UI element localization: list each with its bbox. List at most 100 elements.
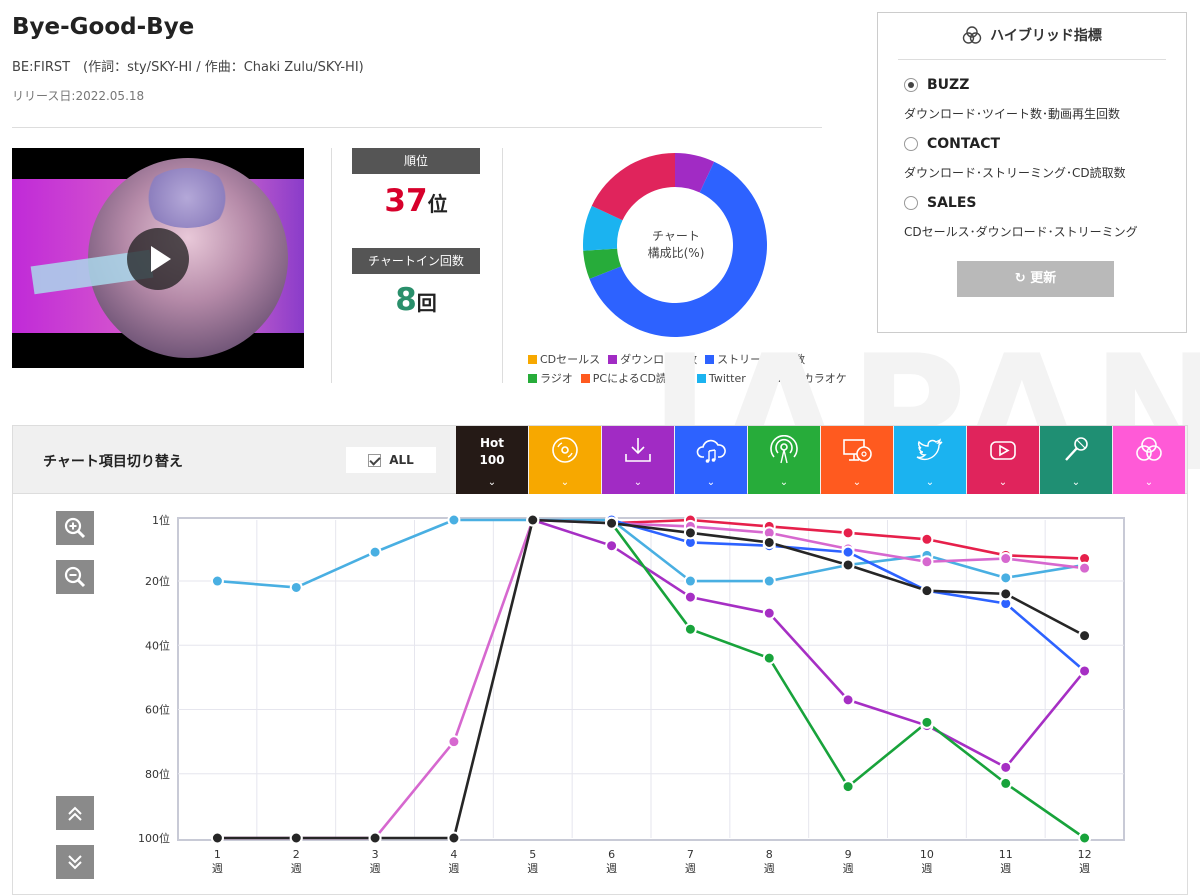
data-point-hybrid[interactable] [920,555,934,569]
data-point-radio[interactable] [1078,831,1092,845]
data-point-download[interactable] [605,539,619,553]
all-checkbox[interactable] [368,453,382,467]
chevron-down-icon: ⌄ [560,477,570,488]
data-point-twitter[interactable] [289,580,303,594]
data-point-download[interactable] [683,590,697,604]
data-point-hot100[interactable] [1078,629,1092,643]
data-point-twitter[interactable] [762,574,776,588]
data-point-radio[interactable] [999,776,1013,790]
all-toggle-button[interactable]: ALL [346,447,436,473]
tab-streaming[interactable]: ⌄ [675,426,747,494]
chart-switcher-title: チャート項目切り替え [43,454,183,470]
legend-item-r2-4: カラオケ [790,370,847,386]
x-tick-label: 4 [450,848,457,861]
donut-slice-2 [583,248,622,279]
twitter-icon [916,438,943,461]
x-tick-label: 2 [293,848,300,861]
tab-cd-sales[interactable]: ⌄ [529,426,601,494]
data-point-hybrid[interactable] [999,552,1013,566]
radio-sales[interactable] [904,196,918,210]
option-contact[interactable]: CONTACT [904,136,1000,152]
data-point-download[interactable] [841,693,855,707]
tab-pc-cd-read[interactable]: ⌄ [821,426,893,494]
data-point-mv[interactable] [841,526,855,540]
hybrid-index-panel: ハイブリッド指標 BUZZ ダウンロード･ツイート数･動画再生回数 CONTAC… [877,12,1187,333]
zoom-out-button[interactable] [56,560,94,594]
donut-slice-0 [675,153,715,193]
refresh-button[interactable]: ↻ 更新 [957,261,1114,297]
data-point-mv[interactable] [920,532,934,546]
data-point-hot100[interactable] [289,831,303,845]
y-tick-label: 60位 [145,703,170,717]
scroll-down-button[interactable] [56,845,94,879]
tab-hybrid[interactable]: ⌄ [1113,426,1185,494]
chevron-down-icon: ⌄ [487,477,497,488]
data-point-hot100[interactable] [368,831,382,845]
x-tick-unit: 週 [764,862,775,875]
x-tick-unit: 週 [921,862,932,875]
cloud-music-icon [696,439,726,463]
divider-2 [502,148,503,383]
data-point-hot100[interactable] [526,513,540,527]
divider-1 [331,148,332,383]
data-point-download[interactable] [1078,664,1092,678]
data-point-radio[interactable] [920,715,934,729]
data-point-twitter[interactable] [683,574,697,588]
tab-hot100[interactable]: Hot 100 ⌄ [456,426,528,494]
play-icon[interactable] [127,228,189,290]
data-point-twitter[interactable] [210,574,224,588]
data-point-hot100[interactable] [210,831,224,845]
x-tick-label: 1 [214,848,221,861]
video-thumbnail[interactable] [12,148,304,368]
tab-download[interactable]: ⌄ [602,426,674,494]
x-tick-label: 5 [529,848,536,861]
legend-label: ダウンロード数 [620,353,698,366]
option-sales[interactable]: SALES [904,195,977,211]
data-point-download[interactable] [762,606,776,620]
data-point-hot100[interactable] [841,558,855,572]
data-point-hot100[interactable] [762,535,776,549]
x-tick-unit: 週 [212,862,223,875]
tab-radio[interactable]: ⌄ [748,426,820,494]
data-point-radio[interactable] [841,780,855,794]
all-label: ALL [389,453,414,467]
y-tick-label: 40位 [145,638,170,652]
x-tick-label: 10 [920,848,934,861]
tab-karaoke[interactable]: ⌄ [1040,426,1112,494]
chevron-down-icon: ⌄ [779,477,789,488]
tab-label-line1: Hot [479,436,505,450]
option-sales-desc: CDセールス･ダウンロード･ストリーミング [904,225,1138,239]
scroll-up-button[interactable] [56,796,94,830]
data-point-hot100[interactable] [999,587,1013,601]
zoom-in-button[interactable] [56,511,94,545]
option-buzz[interactable]: BUZZ [904,77,969,93]
data-point-twitter[interactable] [447,513,461,527]
data-point-twitter[interactable] [999,571,1013,585]
data-point-hot100[interactable] [605,516,619,530]
data-point-radio[interactable] [762,651,776,665]
donut-center-line1: チャート [652,229,700,243]
chevron-down-icon: ⌄ [998,477,1008,488]
data-point-radio[interactable] [683,622,697,636]
data-point-twitter[interactable] [368,545,382,559]
composition-donut-chart [583,153,767,337]
radio-contact[interactable] [904,137,918,151]
legend-label: カラオケ [802,372,847,385]
x-tick-unit: 週 [843,862,854,875]
data-point-streaming[interactable] [841,545,855,559]
radio-buzz[interactable] [904,78,918,92]
legend-swatch [608,354,618,364]
x-tick-unit: 週 [1079,862,1090,875]
legend-swatch [528,373,537,383]
data-point-hybrid[interactable] [1078,561,1092,575]
data-point-hot100[interactable] [447,831,461,845]
data-point-hot100[interactable] [920,584,934,598]
tab-mv[interactable]: ⌄ [967,426,1039,494]
legend-swatch [580,373,590,383]
rank-value: 37位 [352,183,480,219]
data-point-download[interactable] [999,760,1013,774]
data-point-hybrid[interactable] [447,735,461,749]
data-point-hot100[interactable] [683,526,697,540]
x-tick-label: 8 [766,848,773,861]
tab-twitter[interactable]: ⌄ [894,426,966,494]
